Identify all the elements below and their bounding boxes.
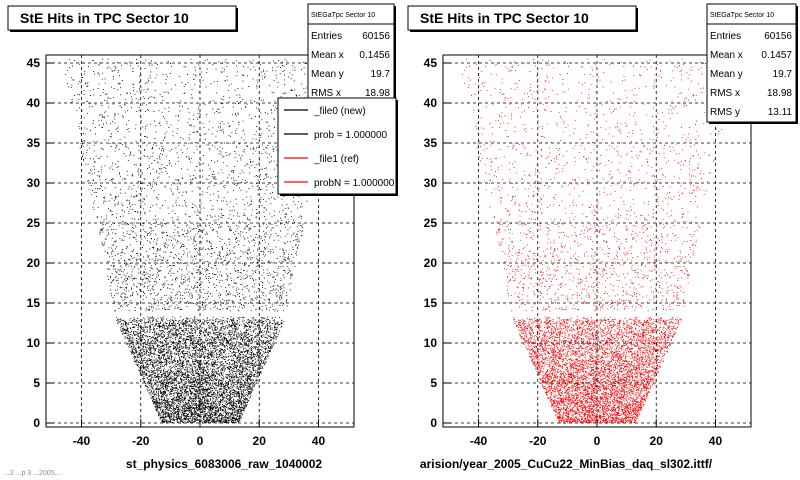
y-tick-label: 25: [27, 216, 41, 230]
data-points-path: [65, 58, 333, 424]
stats-label: Mean y: [710, 69, 743, 80]
y-tick-label: 45: [424, 56, 438, 70]
y-tick-label: 35: [27, 136, 41, 150]
y-tick-label: 15: [424, 296, 438, 310]
y-tick-label: 45: [27, 56, 41, 70]
stats-box: [706, 3, 797, 123]
x-tick-label: 0: [594, 434, 601, 448]
y-tick-label: 40: [424, 96, 438, 110]
right-plot-panel: -40 -20 0 20 40 0 5 10 15 20 25 30 35 40 45 arision/yea…: [407, 3, 798, 471]
x-tick-label: 0: [197, 434, 204, 448]
stats-label: Mean x: [710, 50, 743, 61]
footer-text: ...2 ...p 3 ...2005...: [4, 470, 60, 477]
legend-box: [277, 97, 397, 195]
y-tick-label: 25: [424, 216, 438, 230]
y-tick-label: 20: [27, 256, 41, 270]
legend-label: prob = 1.000000: [314, 130, 388, 141]
stats-name: StEGaTpc Sector 10: [311, 12, 375, 19]
legend-label: _file0 (new): [313, 106, 366, 117]
stats-label: Mean y: [311, 69, 344, 80]
stats-label: Mean x: [311, 50, 344, 61]
stats-value: 60156: [764, 31, 792, 42]
x-tick-label: 40: [312, 434, 326, 448]
x-tick-label: 20: [650, 434, 664, 448]
y-tick-label: 0: [33, 416, 40, 430]
x-axis-label: st_physics_6083006_raw_1040002: [126, 457, 322, 471]
stats-label: Entries: [710, 31, 741, 42]
stats-value: 13.11: [768, 107, 793, 118]
y-tick-label: 30: [424, 176, 438, 190]
legend-label: _file1 (ref): [313, 154, 359, 165]
stats-label: RMS y: [710, 107, 740, 118]
left-plot-panel: -40 -20 0 20 40 0 5 10 15 20 25 30 35 40 45 st_physics_…: [7, 3, 398, 471]
stats-value: 18.98: [365, 88, 390, 99]
x-axis-label: arision/year_2005_CuCu22_MinBias_daq_sl3…: [420, 457, 713, 471]
data-points: [65, 58, 333, 424]
y-tick-label: 20: [424, 256, 438, 270]
stats-label: RMS x: [311, 88, 341, 99]
y-tick-label: 30: [27, 176, 41, 190]
stats-value: 60156: [362, 31, 390, 42]
x-tick-label: 40: [709, 434, 723, 448]
stats-value: 0.1457: [761, 50, 792, 61]
grid: [443, 55, 751, 427]
y-tick-label: 10: [424, 336, 438, 350]
stats-label: Entries: [311, 31, 342, 42]
x-tick-label: 20: [253, 434, 267, 448]
x-tick-label: -20: [529, 434, 547, 448]
y-tick-label: 0: [430, 416, 437, 430]
chart-title: StE Hits in TPC Sector 10: [420, 10, 589, 26]
stats-value: 19.7: [773, 69, 793, 80]
x-tick-label: -40: [73, 434, 91, 448]
stats-value: 0.1456: [359, 50, 390, 61]
title-box: [7, 5, 237, 31]
y-tick-label: 10: [27, 336, 41, 350]
y-tick-label: 5: [33, 376, 40, 390]
chart-title: StE Hits in TPC Sector 10: [20, 10, 189, 26]
stats-name: StEGaTpc Sector 10: [710, 12, 774, 19]
stats-value: 19.7: [371, 69, 391, 80]
x-tick-label: -40: [470, 434, 488, 448]
y-tick-label: 5: [430, 376, 437, 390]
y-tick-label: 15: [27, 296, 41, 310]
y-tick-label: 40: [27, 96, 41, 110]
title-box: [407, 5, 637, 31]
stats-value: 18.98: [767, 88, 792, 99]
y-tick-label: 35: [424, 136, 438, 150]
stats-label: RMS x: [710, 88, 740, 99]
legend-label: probN = 1.000000: [314, 178, 395, 189]
x-tick-label: -20: [132, 434, 150, 448]
